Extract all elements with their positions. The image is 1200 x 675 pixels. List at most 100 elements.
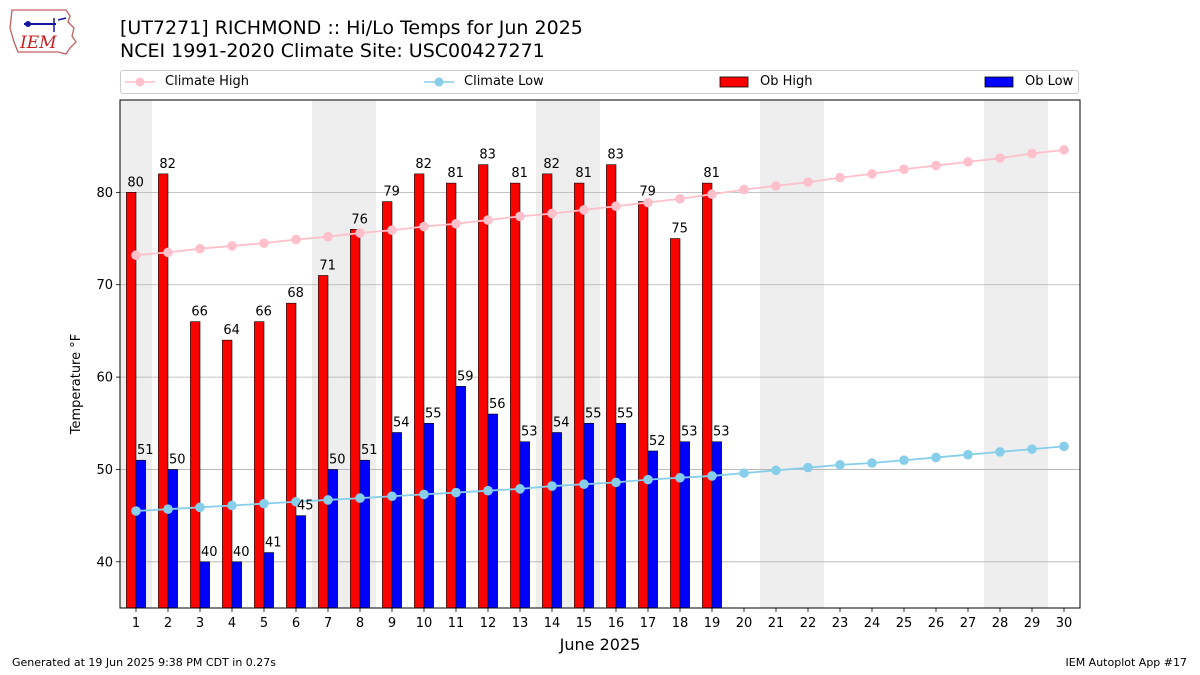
climate-high-point-day-14 — [547, 208, 557, 219]
ob-low-label-day-8: 51 — [361, 443, 378, 458]
ob-low-bar-day-13 — [519, 441, 530, 609]
ytick-label-50: 50 — [96, 463, 113, 478]
ob-high-bar-day-10 — [414, 173, 425, 609]
logo-text: IEM — [19, 33, 57, 53]
climate-high-point-day-28 — [995, 153, 1005, 163]
xtick-label-20: 20 — [736, 616, 753, 631]
ob-low-label-day-17: 52 — [649, 434, 666, 449]
ob-low-label-day-12: 56 — [489, 397, 506, 412]
ob-low-label-day-11: 59 — [457, 369, 474, 384]
ob-low-label-day-18: 53 — [681, 425, 698, 440]
ob-low-label-day-5: 41 — [265, 536, 282, 551]
ob-low-bar-day-7 — [327, 469, 338, 609]
climate-low-point-day-18 — [675, 472, 685, 483]
climate-low-point-day-4 — [227, 500, 237, 511]
climate-low-point-day-20 — [739, 468, 749, 478]
ob-low-bar-day-4 — [231, 561, 242, 609]
ob-high-label-day-11: 81 — [447, 166, 464, 181]
climate-high-point-day-4 — [227, 241, 237, 251]
ob-high-label-day-15: 81 — [575, 166, 592, 181]
climate-high-point-day-13 — [515, 211, 525, 222]
climate-high-point-day-19 — [707, 189, 717, 200]
ob-high-label-day-19: 81 — [703, 166, 720, 181]
climate-low-point-day-5 — [259, 498, 269, 509]
xtick-label-30: 30 — [1056, 616, 1073, 631]
climate-high-point-day-18 — [675, 194, 685, 204]
ob-high-bar-day-2 — [158, 173, 169, 609]
ob-high-bar-day-13 — [510, 182, 521, 609]
climate-high-point-day-9 — [387, 225, 397, 236]
climate-high-point-day-25 — [899, 164, 909, 175]
climate-high-point-day-12 — [483, 215, 493, 225]
ob-low-bar-day-14 — [551, 432, 562, 609]
ob-low-label-day-7: 50 — [329, 452, 346, 467]
climate-high-point-day-2 — [163, 247, 173, 258]
climate-high-point-day-10 — [419, 221, 429, 232]
climate-high-point-day-6 — [291, 234, 301, 245]
ob-high-bar-day-9 — [382, 201, 393, 609]
ytick-label-40: 40 — [96, 555, 113, 570]
climate-low-point-day-15 — [579, 479, 589, 490]
climate-high-point-day-11 — [451, 218, 461, 229]
climate-low-point-day-7 — [323, 495, 333, 505]
ob-high-swatch-icon — [719, 76, 749, 88]
ob-high-bar-day-4 — [222, 339, 233, 609]
legend-label-ob-low: Ob Low — [1025, 74, 1074, 89]
xtick-label-3: 3 — [196, 616, 204, 631]
xtick-label-16: 16 — [608, 616, 625, 631]
x-axis-label: June 2025 — [559, 635, 641, 654]
ob-high-bar-day-16 — [606, 164, 617, 609]
xtick-label-8: 8 — [356, 616, 364, 631]
climate-high-point-day-5 — [259, 238, 269, 248]
ob-low-label-day-14: 54 — [553, 416, 570, 431]
climate-low-point-day-11 — [451, 487, 461, 498]
climate-high-point-day-15 — [579, 205, 589, 215]
ob-low-bar-day-16 — [615, 422, 626, 609]
ob-low-bar-day-2 — [167, 469, 178, 609]
xtick-label-22: 22 — [800, 616, 817, 631]
ob-low-bar-day-19 — [711, 441, 722, 609]
ob-high-label-day-12: 83 — [479, 148, 496, 163]
xtick-label-13: 13 — [512, 616, 529, 631]
ob-low-swatch-icon — [984, 76, 1014, 88]
ob-high-label-day-1: 80 — [127, 175, 144, 190]
climate-high-point-day-16 — [611, 201, 621, 212]
xtick-label-5: 5 — [260, 616, 268, 631]
ob-high-bar-day-12 — [478, 164, 489, 609]
climate-high-point-day-3 — [195, 243, 205, 254]
climate-high-point-day-24 — [867, 169, 877, 179]
climate-low-point-day-1 — [131, 506, 141, 516]
weekend-shade-day-29 — [1016, 100, 1048, 608]
xtick-label-4: 4 — [228, 616, 236, 631]
chart-subtitle: NCEI 1991-2020 Climate Site: USC00427271 — [120, 40, 545, 62]
legend-label-ob-high: Ob High — [760, 74, 813, 89]
climate-high-point-day-21 — [771, 181, 781, 191]
climate-low-point-day-25 — [899, 455, 909, 466]
ob-high-bar-day-15 — [574, 182, 585, 609]
climate-low-point-day-8 — [355, 493, 365, 503]
ob-high-bar-day-14 — [542, 173, 553, 609]
climate-high-line — [135, 148, 1065, 257]
climate-low-point-day-27 — [963, 449, 973, 460]
xtick-label-14: 14 — [544, 616, 561, 631]
ob-low-bar-day-15 — [583, 422, 594, 609]
xtick-label-29: 29 — [1024, 616, 1041, 631]
ob-low-bar-day-3 — [199, 561, 210, 609]
xtick-label-19: 19 — [704, 616, 721, 631]
climate-low-point-day-16 — [611, 477, 621, 488]
climate-high-point-day-1 — [131, 250, 141, 260]
climate-high-point-day-29 — [1027, 148, 1037, 159]
ob-high-label-day-16: 83 — [607, 148, 624, 163]
ob-low-bar-day-11 — [455, 386, 466, 609]
climate-low-point-day-14 — [547, 481, 557, 491]
weekend-shade-day-21 — [760, 100, 792, 608]
ob-low-bar-day-17 — [647, 450, 658, 609]
climate-high-point-day-8 — [355, 228, 365, 238]
y-axis-label: Temperature °F — [69, 334, 84, 435]
ob-low-label-day-9: 54 — [393, 416, 410, 431]
xtick-label-12: 12 — [480, 616, 497, 631]
ob-high-label-day-5: 66 — [255, 305, 272, 320]
xtick-label-10: 10 — [416, 616, 433, 631]
ob-high-label-day-10: 82 — [415, 157, 432, 172]
climate-high-point-day-30 — [1059, 145, 1069, 155]
